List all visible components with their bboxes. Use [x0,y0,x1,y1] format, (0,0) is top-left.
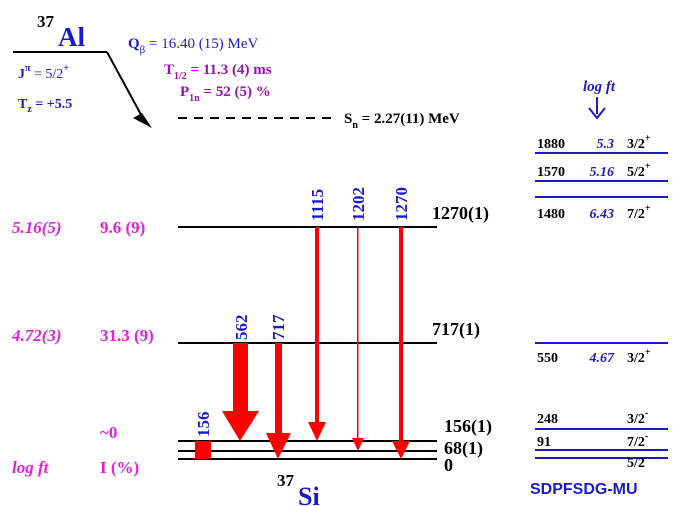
half-life: T1/2 = 11.3 (4) ms [164,62,272,82]
gamma-1270-head [392,441,410,459]
theory-energy: 1570 [537,165,565,180]
parent-symbol: Al [58,22,85,52]
parity: + [645,133,651,144]
gamma-label: 1202 [349,187,368,221]
theory-energy: 1880 [537,137,565,152]
daughter-mass: 37 [277,471,295,490]
gamma-label: 717 [269,314,288,340]
spin: 3/2 [627,137,645,152]
sub: z [27,104,32,115]
level-energy: 1270(1) [432,203,489,224]
theory-rows: 1880 5.3 3/2+1570 5.16 5/2+1480 6.43 7/2+550 4.… [537,133,651,471]
intensity: 31.3 (9) [100,326,154,345]
theory-energy: 248 [537,412,558,427]
value: = 16.40 (15) MeV [145,36,258,52]
gamma-label: 156 [194,412,213,438]
value: = 2.27(11) MeV [358,111,460,127]
theory-spin: 5/2+ [627,161,651,180]
label: P [180,84,189,100]
value: = 11.3 (4) ms [187,62,272,78]
value: = +5.5 [32,97,72,112]
theory-log-ft: 5.3 [597,137,615,152]
gamma-562 [233,343,248,413]
spin: 7/2 [627,207,645,222]
gamma-label: 562 [232,315,251,341]
parity: - [645,408,648,419]
theory-spin: 7/2+ [627,203,651,222]
parent-tz: Tz = +5.5 [18,97,72,115]
parent-mass: 37 [37,12,55,31]
level-energy: 717(1) [432,319,480,340]
log-ft: 5.16(5) [12,218,62,237]
log-ft: 4.72(3) [11,326,62,345]
parity: + [645,161,651,172]
sub: n [352,120,358,131]
spin: 7/2 [627,435,645,450]
label: Q [128,36,140,52]
intensity: 9.6 (9) [100,218,145,237]
header-arrowhead [588,107,606,120]
value: = 5/2 [30,67,63,82]
theory-spin: 3/2+ [627,133,651,152]
theory-log-ft: 4.67 [589,351,616,366]
label: T [164,62,174,78]
model-name: SDPFSDG-MU [530,481,638,498]
theory-energy: 1480 [537,207,565,222]
column-header: log ft [12,458,50,477]
gamma-156 [195,441,211,459]
theory-spin: 7/2- [627,431,648,450]
intensity: ~0 [100,423,117,442]
level-energy: 68(1) [444,438,483,459]
theory-spin: 3/2+ [627,347,651,366]
level-energy: 156(1) [444,416,492,437]
spin: 5/2 [627,165,645,180]
sup: π [25,63,31,74]
sub: 1/2 [174,71,187,82]
gamma-1202-head [352,438,364,451]
gamma-562-head [222,411,259,441]
gamma-1202 [357,227,359,439]
parity: - [645,431,648,442]
q-value: Qβ = 16.40 (15) MeV [128,36,258,56]
theory-spin: 5/2- [627,452,648,471]
beta-arrow [106,51,146,123]
spin: 5/2 [627,456,645,471]
sn: Sn = 2.27(11) MeV [344,111,460,131]
gamma-717-head [266,433,291,459]
sub: β [140,44,146,56]
gamma-label: 1270 [392,187,411,221]
theory-log-ft: 6.43 [590,207,615,222]
gamma-717 [275,343,282,435]
parent-spin: Jπ = 5/2+ [18,63,69,82]
label: T [18,97,28,112]
theory-energy: 550 [537,351,558,366]
p1n: P1n = 52 (5) % [180,84,271,104]
gamma-label: 1115 [308,189,327,221]
sub: 1n [189,93,200,104]
level-energy: 0 [444,455,453,475]
theory-header: log ft [583,79,616,95]
beta-arrowhead [133,113,152,128]
gamma-1115 [315,227,319,423]
gamma-1115-head [308,422,326,441]
value: = 52 (5) % [200,84,271,100]
theory-log-ft: 5.16 [590,165,615,180]
spin: 3/2 [627,412,645,427]
spin: 3/2 [627,351,645,366]
column-header: I (%) [100,458,139,477]
theory-spin: 3/2- [627,408,648,427]
parity: + [645,203,651,214]
gamma-1270 [399,227,403,442]
theory-energy: 91 [537,435,551,450]
label: S [344,111,352,127]
parity: + [645,347,651,358]
parity: + [63,63,69,74]
label: J [18,67,25,82]
daughter-symbol: Si [298,482,320,506]
parity: - [645,452,648,463]
